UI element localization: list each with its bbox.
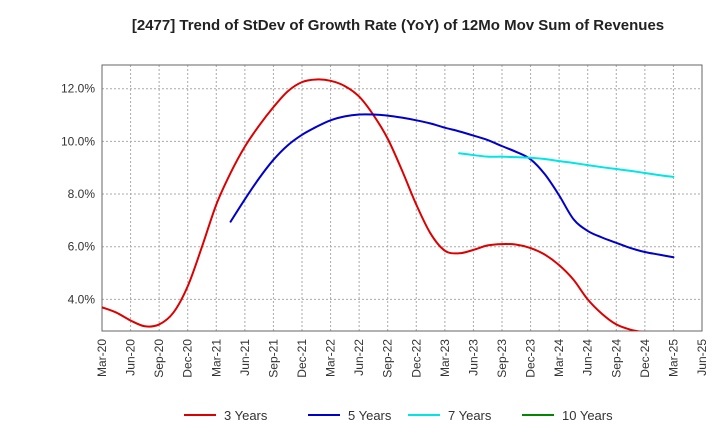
grid bbox=[101, 65, 703, 331]
x-tick-label: Jun-25 bbox=[695, 339, 709, 376]
x-tick-label: Sep-24 bbox=[609, 339, 623, 378]
x-tick-label: Mar-20 bbox=[95, 339, 109, 377]
x-tick-label: Dec-20 bbox=[181, 339, 195, 378]
x-tick-label: Dec-22 bbox=[409, 339, 423, 378]
legend-label-10-years: 10 Years bbox=[562, 408, 613, 423]
y-tick-label: 6.0% bbox=[68, 240, 96, 254]
chart-title: [2477] Trend of StDev of Growth Rate (Yo… bbox=[132, 17, 664, 34]
axes: 4.0% 6.0% 8.0% 10.0% 12.0% Mar-20 Jun-20 Sep-20… bbox=[61, 64, 709, 378]
y-tick-label: 4.0% bbox=[68, 292, 96, 306]
x-tick-label: Sep-20 bbox=[152, 339, 166, 378]
legend-label-7-years: 7 Years bbox=[448, 408, 492, 423]
legend-label-3-years: 3 Years bbox=[224, 408, 268, 423]
series-lines bbox=[102, 78, 675, 331]
x-tick-label: Sep-23 bbox=[495, 339, 509, 378]
x-tick-label: Jun-20 bbox=[124, 339, 138, 376]
x-tick-label: Dec-24 bbox=[638, 339, 652, 378]
series-line-5-years bbox=[229, 113, 675, 259]
x-tick-label: Dec-23 bbox=[524, 339, 538, 378]
plot-frame bbox=[101, 64, 703, 332]
x-tick-label: Mar-25 bbox=[666, 339, 680, 377]
y-tick-label: 12.0% bbox=[61, 82, 95, 96]
legend: 3 Years 5 Years 7 Years 10 Years bbox=[184, 408, 613, 423]
x-tick-label: Jun-23 bbox=[466, 339, 480, 376]
x-tick-label: Sep-22 bbox=[381, 339, 395, 378]
y-tick-label: 10.0% bbox=[61, 134, 95, 148]
x-tick-label: Jun-21 bbox=[238, 339, 252, 376]
x-tick-label: Sep-21 bbox=[266, 339, 280, 378]
series-line-7-years bbox=[458, 152, 675, 178]
series-line-3-years bbox=[102, 78, 643, 331]
x-tick-label: Jun-22 bbox=[352, 339, 366, 376]
x-tick-label: Mar-21 bbox=[209, 339, 223, 377]
x-tick-label: Jun-24 bbox=[581, 339, 595, 376]
x-tick-label: Mar-22 bbox=[324, 339, 338, 377]
x-tick-label: Mar-24 bbox=[552, 339, 566, 377]
x-tick-label: Dec-21 bbox=[295, 339, 309, 378]
y-tick-label: 8.0% bbox=[68, 187, 96, 201]
x-tick-label: Mar-23 bbox=[438, 339, 452, 377]
legend-label-5-years: 5 Years bbox=[348, 408, 392, 423]
